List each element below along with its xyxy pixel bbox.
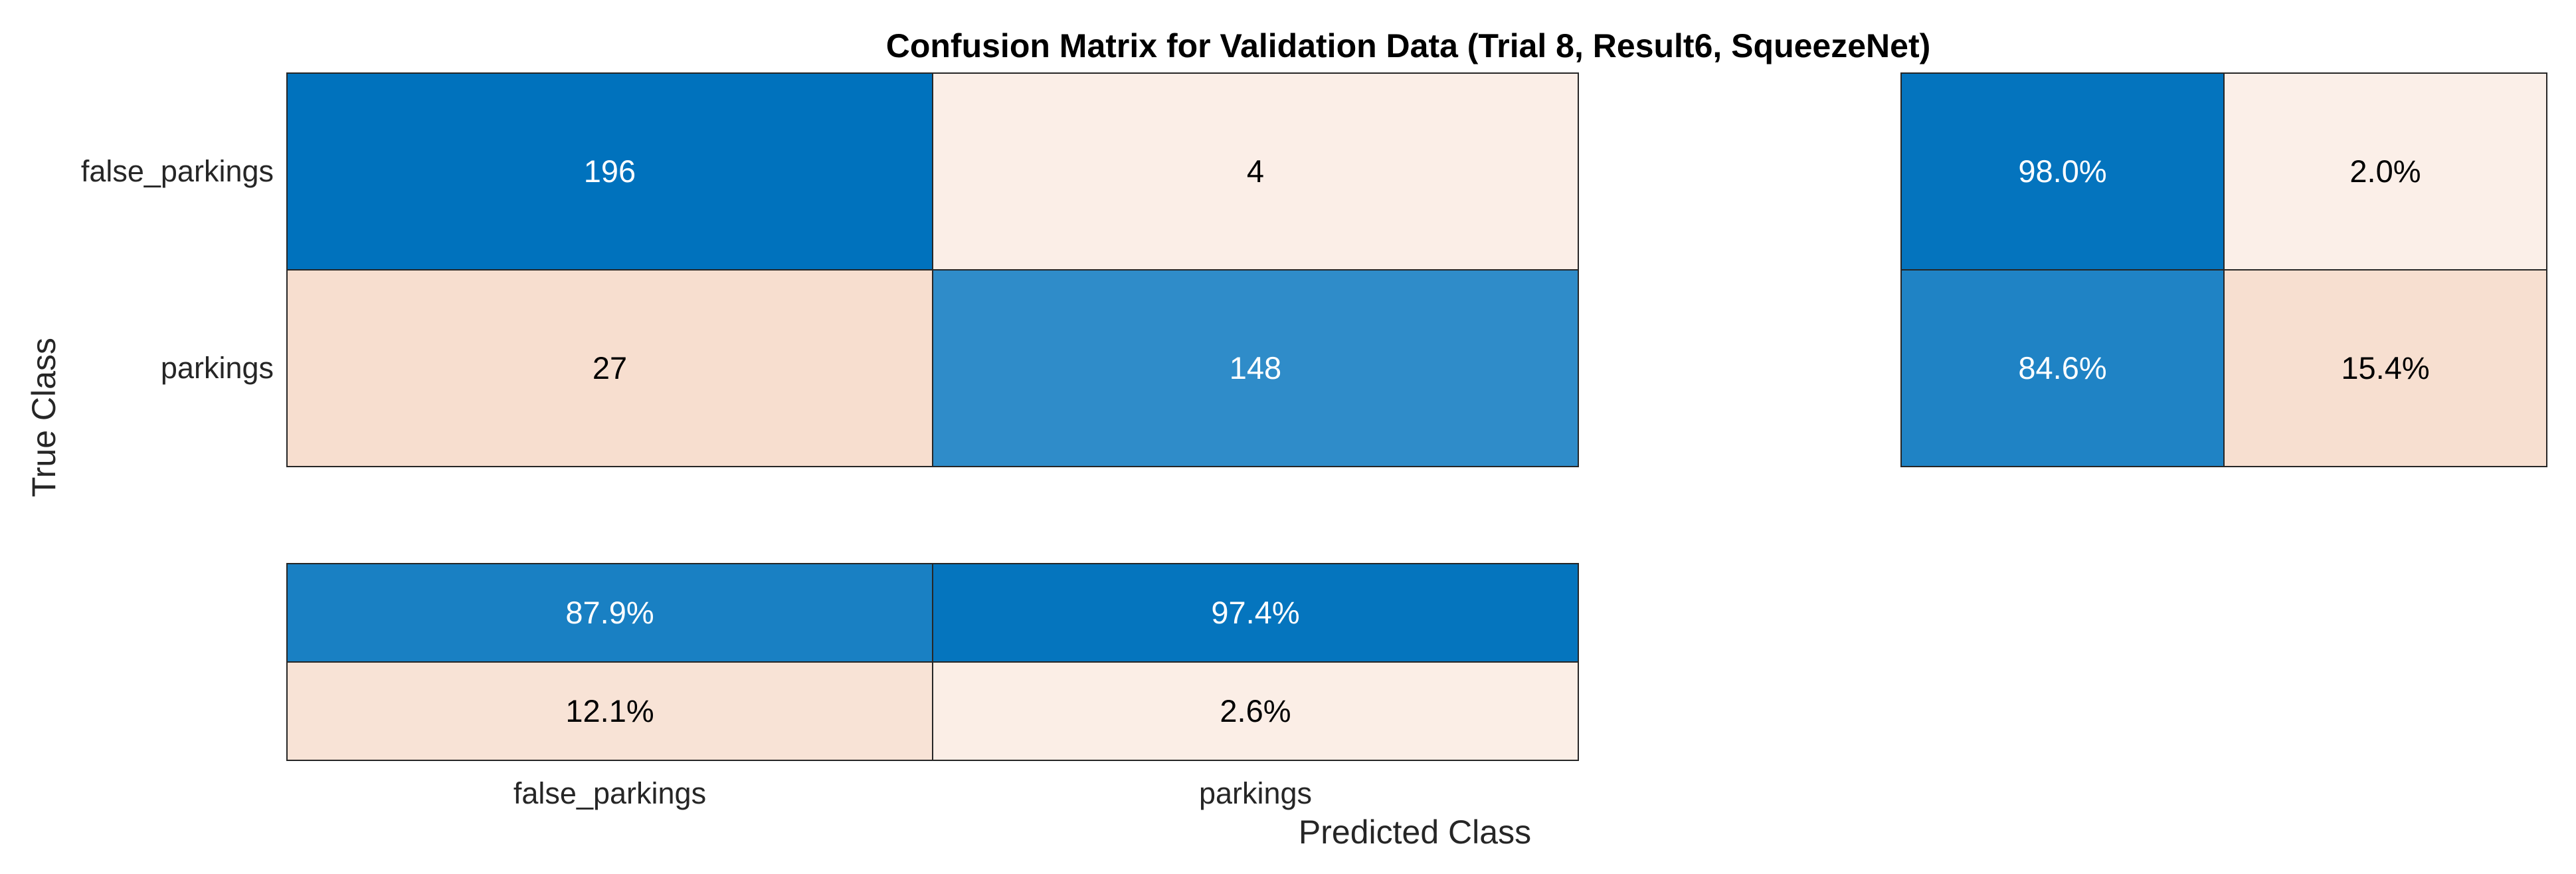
x-tick-parkings: parkings <box>1199 776 1312 810</box>
x-axis-label: Predicted Class <box>1299 814 1531 851</box>
row-summary-cell-1-0 <box>1900 269 2225 467</box>
row-summary-cell-0-1-label: 2.0% <box>2349 154 2421 189</box>
column-summary-cell-0-0-label: 87.9% <box>565 595 654 630</box>
matrix-cell-0-1 <box>932 72 1579 271</box>
row-summary-cell-0-0 <box>1900 72 2225 271</box>
column-summary-cell-1-0-label: 12.1% <box>565 693 654 728</box>
row-summary-cell-1-1 <box>2223 269 2547 467</box>
y-tick-parkings: parkings <box>161 351 274 385</box>
matrix-cell-0-0 <box>286 72 933 271</box>
row-summary-cell-0-1 <box>2223 72 2547 271</box>
column-summary-cell-0-1 <box>932 563 1579 663</box>
matrix-cell-1-0-label: 27 <box>593 350 627 385</box>
y-axis-label: True Class <box>25 338 62 497</box>
matrix-cell-1-0 <box>286 269 933 467</box>
row-summary: 98.0% 2.0% 84.6% 15.4% <box>1900 72 2547 467</box>
main-matrix: 196 4 27 148 <box>286 72 1579 467</box>
x-tick-labels: false_parkings parkings <box>513 776 1312 810</box>
row-summary-cell-1-1-label: 15.4% <box>2341 350 2429 385</box>
y-tick-false_parkings: false_parkings <box>81 154 274 188</box>
column-summary-cell-1-1-label: 2.6% <box>1220 693 1291 728</box>
row-summary-cell-0-0-label: 98.0% <box>2018 154 2106 189</box>
x-tick-false_parkings: false_parkings <box>513 776 706 810</box>
chart-title: Confusion Matrix for Validation Data (Tr… <box>886 27 1931 64</box>
matrix-cell-0-1-label: 4 <box>1247 154 1264 189</box>
matrix-cell-1-1 <box>932 269 1579 467</box>
column-summary-cell-1-1 <box>932 661 1579 761</box>
column-summary-cell-0-1-label: 97.4% <box>1211 595 1299 630</box>
matrix-cell-1-1-label: 148 <box>1230 350 1281 385</box>
matrix-cell-0-0-label: 196 <box>584 154 636 189</box>
y-tick-labels: false_parkings parkings <box>81 154 274 385</box>
row-summary-cell-1-0-label: 84.6% <box>2018 350 2106 385</box>
column-summary: 87.9% 97.4% 12.1% 2.6% <box>286 563 1579 761</box>
